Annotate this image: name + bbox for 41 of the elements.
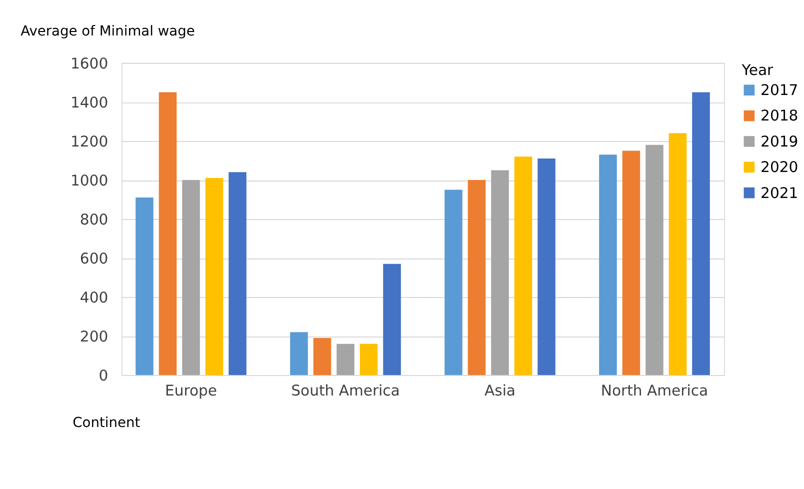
- legend-title: Year: [740, 62, 774, 79]
- bar: [383, 264, 401, 376]
- legend-label: 2018: [760, 108, 798, 125]
- y-tick-label: 0: [98, 367, 108, 384]
- y-tick-label: 1200: [70, 133, 108, 150]
- legend-label: 2019: [760, 133, 798, 150]
- chart-title: Average of Minimal wage: [20, 23, 195, 40]
- bar: [158, 92, 177, 376]
- y-tick-label: 800: [80, 211, 108, 228]
- bar: [182, 180, 200, 376]
- bar: [360, 344, 378, 376]
- x-tick-label: North America: [600, 382, 708, 400]
- y-tick-label: 400: [80, 289, 108, 306]
- y-tick-label: 1400: [70, 94, 108, 112]
- x-axis-title: Continent: [72, 414, 141, 431]
- bar: [646, 144, 664, 376]
- bar: [514, 156, 532, 376]
- bar: [668, 133, 687, 376]
- bar: [205, 178, 224, 376]
- bar: [313, 338, 332, 376]
- x-tick-label: Europe: [164, 382, 218, 400]
- bar: [336, 344, 354, 376]
- bar: [228, 172, 246, 376]
- bar: [692, 92, 710, 376]
- y-tick-label: 1600: [70, 55, 108, 72]
- bar: [491, 170, 509, 376]
- legend-label: 2017: [760, 82, 798, 100]
- bar: [468, 180, 486, 376]
- legend-label: 2020: [760, 159, 798, 176]
- x-tick-label: South America: [291, 382, 400, 400]
- bar: [622, 150, 640, 376]
- bar: [599, 154, 617, 376]
- bar: [136, 198, 154, 376]
- x-tick-label: Asia: [484, 382, 516, 400]
- bar: [290, 332, 308, 376]
- bar: [444, 190, 462, 376]
- y-tick-label: 1000: [70, 172, 108, 190]
- legend-label: 2021: [760, 184, 798, 202]
- bar: [538, 158, 556, 376]
- y-tick-label: 200: [80, 328, 108, 346]
- y-tick-label: 600: [80, 250, 108, 268]
